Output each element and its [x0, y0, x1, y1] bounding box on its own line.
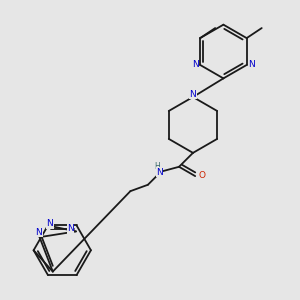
Text: N: N: [35, 228, 42, 237]
Text: N: N: [46, 219, 53, 228]
Text: N: N: [192, 61, 199, 70]
Text: O: O: [198, 171, 205, 180]
Text: N: N: [156, 168, 163, 177]
Text: N: N: [67, 224, 74, 233]
Text: H: H: [154, 163, 160, 172]
Text: N: N: [190, 90, 196, 99]
Text: N: N: [248, 61, 255, 70]
